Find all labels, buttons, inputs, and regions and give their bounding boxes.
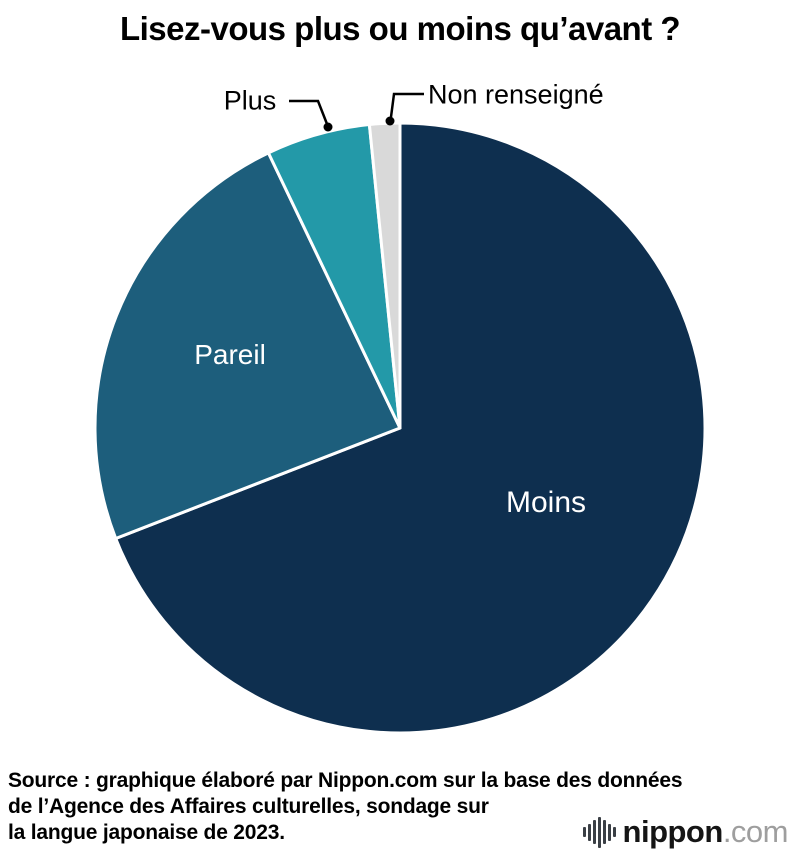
plus-callout-label: Plus	[223, 85, 277, 116]
source-line-1: Source : graphique élaboré par Nippon.co…	[8, 769, 683, 792]
plus-callout-line	[289, 99, 329, 125]
non-renseigne-callout-label: Non renseigné	[428, 79, 604, 110]
pareil-slice-label: Pareil	[194, 339, 266, 370]
plus-callout-dot	[323, 122, 333, 132]
source-line-3: la langue japonaise de 2023.	[8, 821, 285, 844]
logo-bar	[607, 823, 611, 841]
logo-bar	[602, 820, 606, 844]
logo-bar	[592, 820, 596, 844]
source-line-2: de l’Agence des Affaires culturelles, so…	[8, 795, 489, 818]
nippon-logo-text: nippon	[622, 814, 724, 849]
pie-slice-non-renseigne	[367, 121, 402, 430]
nippon-logo-icon	[582, 816, 616, 848]
nippon-logo-tld: .com	[722, 814, 789, 849]
non-renseigne-callout-line	[389, 92, 424, 118]
logo-bar	[612, 827, 616, 837]
logo-bar	[582, 827, 586, 837]
pie-chart	[93, 92, 707, 735]
chart-title: Lisez-vous plus ou moins qu’avant ?	[119, 10, 681, 47]
pie-slices	[93, 121, 707, 735]
source-text: Source : graphique élaboré par Nippon.co…	[8, 768, 683, 846]
logo-bar	[597, 816, 601, 848]
nippon-logo: nippon.com	[582, 814, 789, 850]
pie-chart-area: Moins Pareil Plus Non renseigné	[0, 60, 800, 740]
moins-slice-label: Moins	[505, 486, 587, 519]
pie-slice-pareil	[93, 151, 402, 540]
pie-slice-moins	[114, 121, 707, 735]
logo-bar	[587, 823, 591, 841]
non-renseigne-callout-dot	[385, 116, 395, 126]
